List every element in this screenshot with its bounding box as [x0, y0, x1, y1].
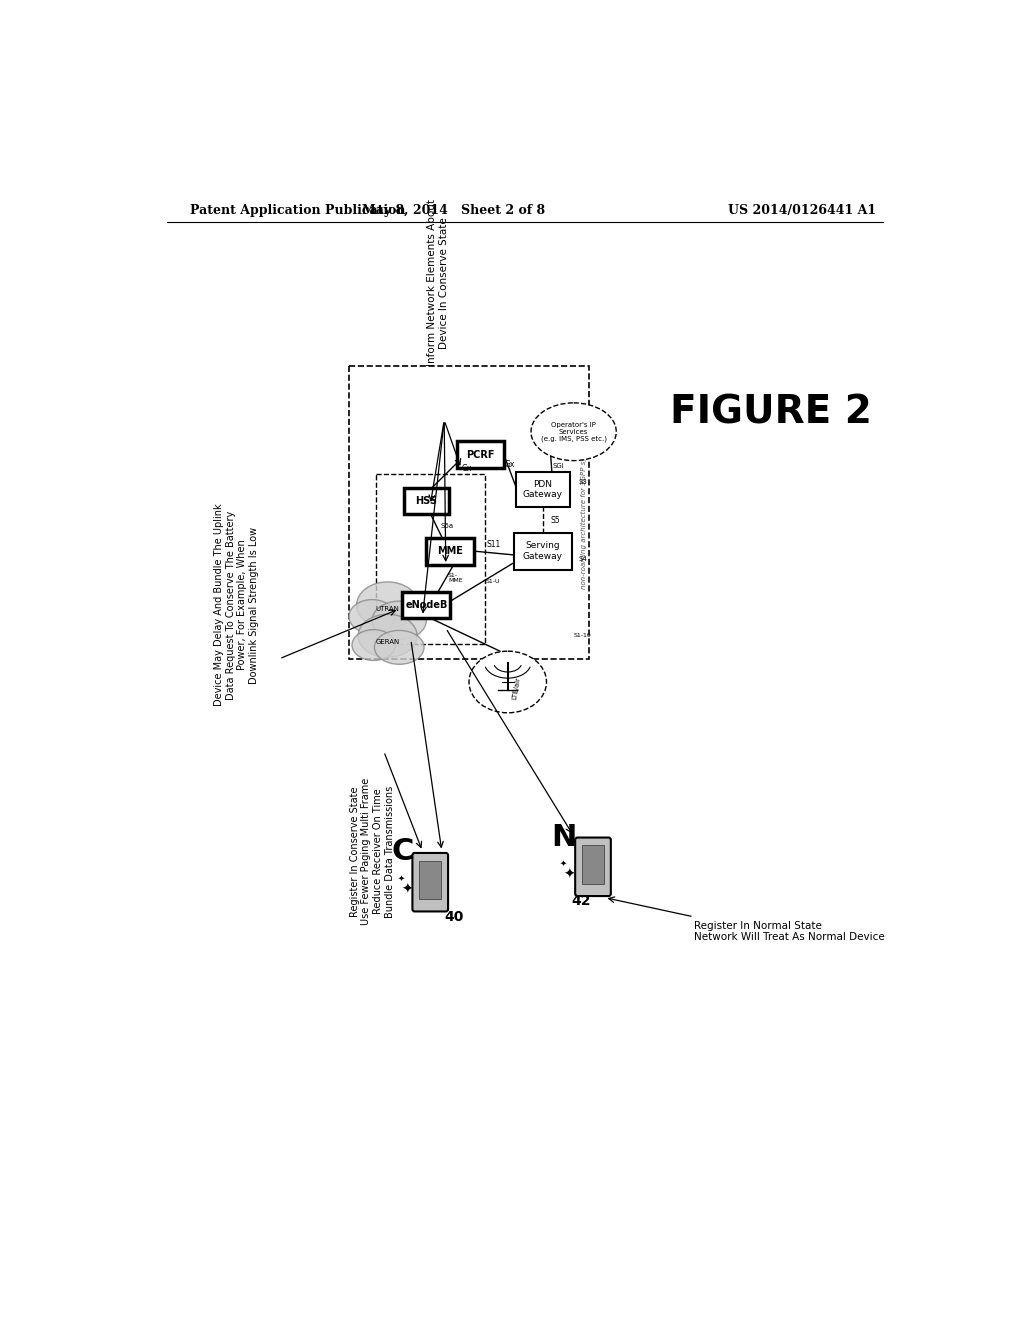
Ellipse shape: [469, 651, 547, 713]
FancyBboxPatch shape: [426, 537, 474, 565]
Text: PCRF: PCRF: [466, 450, 495, 459]
Ellipse shape: [356, 582, 419, 628]
FancyBboxPatch shape: [583, 845, 604, 884]
Text: Gx: Gx: [462, 465, 472, 473]
Ellipse shape: [349, 599, 395, 634]
Text: LTE/air: LTE/air: [512, 676, 521, 700]
Text: FIGURE 2: FIGURE 2: [671, 393, 872, 432]
Text: S4: S4: [579, 556, 588, 562]
Text: Register In Normal State
Network Will Treat As Normal Device: Register In Normal State Network Will Tr…: [693, 921, 885, 942]
Text: non-roaming architecture for 3GPP systems: non-roaming architecture for 3GPP system…: [581, 436, 587, 590]
FancyBboxPatch shape: [515, 473, 569, 507]
FancyBboxPatch shape: [402, 591, 451, 619]
Text: S11: S11: [486, 540, 501, 549]
Ellipse shape: [531, 403, 616, 461]
Text: Register In Conserve State
Use Fewer Paging Multi Frame
Reduce Receiver On Time
: Register In Conserve State Use Fewer Pag…: [350, 777, 394, 925]
FancyBboxPatch shape: [413, 853, 449, 911]
Ellipse shape: [358, 614, 417, 657]
Text: Operator's IP
Services
(e.g. IMS, PSS etc.): Operator's IP Services (e.g. IMS, PSS et…: [541, 421, 606, 442]
FancyBboxPatch shape: [349, 367, 589, 659]
Text: Serving
Gateway: Serving Gateway: [522, 541, 562, 561]
Text: UTRAN: UTRAN: [376, 606, 399, 612]
Text: MME: MME: [436, 546, 463, 556]
Text: ✦: ✦: [564, 867, 575, 882]
Text: Gx: Gx: [505, 459, 515, 469]
Text: S6a: S6a: [440, 523, 454, 529]
Text: S5: S5: [550, 516, 560, 525]
FancyBboxPatch shape: [514, 533, 571, 570]
Text: HSS: HSS: [416, 496, 437, 506]
Text: May 8, 2014   Sheet 2 of 8: May 8, 2014 Sheet 2 of 8: [361, 205, 545, 218]
Text: 40: 40: [444, 909, 464, 924]
FancyBboxPatch shape: [420, 861, 441, 899]
Text: SGi: SGi: [552, 463, 564, 470]
Ellipse shape: [372, 601, 426, 640]
Text: 42: 42: [571, 895, 591, 908]
Text: PDN
Gateway: PDN Gateway: [522, 479, 562, 499]
Text: Patent Application Publication: Patent Application Publication: [190, 205, 406, 218]
FancyBboxPatch shape: [403, 488, 449, 513]
Text: GERAN: GERAN: [376, 639, 399, 645]
Text: S3: S3: [579, 479, 588, 484]
Text: Inform Network Elements About
Device In Conserve State: Inform Network Elements About Device In …: [427, 199, 449, 367]
Text: S1-
MME: S1- MME: [449, 573, 463, 583]
Text: C: C: [392, 837, 415, 866]
Text: US 2014/0126441 A1: US 2014/0126441 A1: [728, 205, 877, 218]
Ellipse shape: [352, 630, 395, 660]
Text: S1-U: S1-U: [486, 579, 501, 585]
FancyBboxPatch shape: [575, 837, 611, 896]
Ellipse shape: [375, 631, 424, 664]
Text: ✦: ✦: [397, 874, 404, 883]
FancyBboxPatch shape: [458, 441, 504, 469]
Text: ✦: ✦: [401, 883, 413, 896]
Text: Device May Delay And Bundle The Uplink
Data Request To Conserve The Battery
Powe: Device May Delay And Bundle The Uplink D…: [214, 504, 259, 706]
Text: eNodeB: eNodeB: [406, 601, 447, 610]
Text: S1-10: S1-10: [574, 634, 592, 639]
Text: ✦: ✦: [560, 858, 567, 867]
Text: N: N: [551, 824, 577, 851]
FancyBboxPatch shape: [376, 474, 484, 644]
